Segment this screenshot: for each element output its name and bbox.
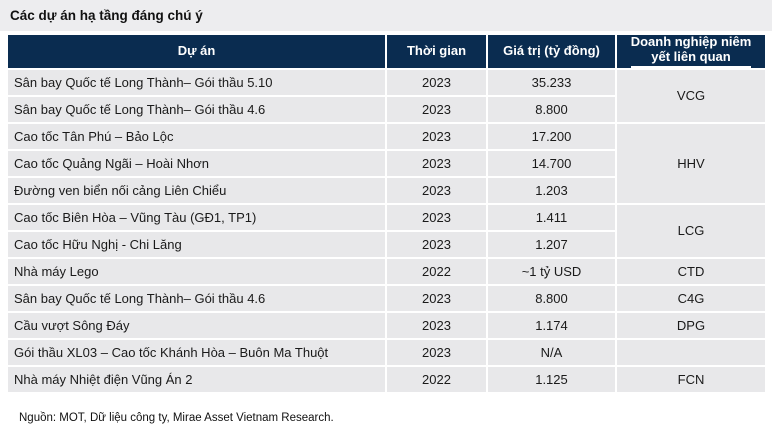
table-row: Gói thầu XL03 – Cao tốc Khánh Hòa – Buôn… bbox=[8, 339, 765, 365]
value-cell: 1.203 bbox=[488, 177, 615, 203]
project-cell: Nhà máy Nhiệt điện Vũng Án 2 bbox=[8, 366, 385, 392]
value-cell: 1.174 bbox=[488, 312, 615, 338]
project-cell: Nhà máy Lego bbox=[8, 258, 385, 284]
value-cell: 1.411 bbox=[488, 204, 615, 230]
table-row: Nhà máy Lego 2022 ~1 tỷ USD CTD bbox=[8, 258, 765, 284]
table-header-row: Dự án Thời gian Giá trị (tỷ đồng) Doanh … bbox=[8, 35, 765, 68]
table-row: Cao tốc Biên Hòa – Vũng Tàu (GĐ1, TP1) 2… bbox=[8, 204, 765, 257]
header-value: Giá trị (tỷ đồng) bbox=[488, 35, 615, 68]
ticker-cell-empty bbox=[617, 339, 765, 365]
year-cell: 2023 bbox=[387, 123, 486, 149]
ticker-cell: DPG bbox=[617, 312, 765, 338]
project-cell: Sân bay Quốc tế Long Thành– Gói thầu 4.6 bbox=[8, 285, 385, 311]
value-cell: ~1 tỷ USD bbox=[488, 258, 615, 284]
header-company: Doanh nghiệp niêm yết liên quan bbox=[617, 35, 765, 68]
project-cell: Sân bay Quốc tế Long Thành– Gói thầu 5.1… bbox=[8, 69, 385, 95]
value-cell: 17.200 bbox=[488, 123, 615, 149]
title-strip: Các dự án hạ tầng đáng chú ý bbox=[0, 0, 772, 31]
year-cell: 2023 bbox=[387, 339, 486, 365]
value-cell: 1.125 bbox=[488, 366, 615, 392]
table-row: Cao tốc Tân Phú – Bảo Lộc 2023 17.200 HH… bbox=[8, 123, 765, 203]
year-cell: 2023 bbox=[387, 204, 486, 230]
value-cell: 14.700 bbox=[488, 150, 615, 176]
year-cell: 2023 bbox=[387, 150, 486, 176]
project-cell: Cao tốc Hữu Nghị - Chi Lăng bbox=[8, 231, 385, 257]
project-cell: Cầu vượt Sông Đáy bbox=[8, 312, 385, 338]
year-cell: 2023 bbox=[387, 231, 486, 257]
ticker-cell: LCG bbox=[617, 204, 765, 257]
table-row: Cao tốc Quảng Ngãi – Hoài Nhơn 2023 14.7… bbox=[8, 150, 765, 176]
table-row: Đường ven biển nối cảng Liên Chiểu 2023 … bbox=[8, 177, 765, 203]
project-cell: Đường ven biển nối cảng Liên Chiểu bbox=[8, 177, 385, 203]
header-project: Dự án bbox=[8, 35, 385, 68]
table-row: Nhà máy Nhiệt điện Vũng Án 2 2022 1.125 … bbox=[8, 366, 765, 392]
project-cell: Sân bay Quốc tế Long Thành– Gói thầu 4.6 bbox=[8, 96, 385, 122]
header-company-line1: Doanh nghiệp niêm bbox=[630, 35, 752, 49]
header-company-line2: yết liên quan bbox=[651, 48, 731, 64]
value-cell: N/A bbox=[488, 339, 615, 365]
value-cell: 8.800 bbox=[488, 96, 615, 122]
year-cell: 2022 bbox=[387, 258, 486, 284]
infrastructure-projects-table: Dự án Thời gian Giá trị (tỷ đồng) Doanh … bbox=[6, 33, 767, 394]
project-cell: Cao tốc Tân Phú – Bảo Lộc bbox=[8, 123, 385, 149]
table-row: Cầu vượt Sông Đáy 2023 1.174 DPG bbox=[8, 312, 765, 338]
table-row: Sân bay Quốc tế Long Thành– Gói thầu 5.1… bbox=[8, 69, 765, 122]
year-cell: 2023 bbox=[387, 177, 486, 203]
ticker-cell: FCN bbox=[617, 366, 765, 392]
year-cell: 2023 bbox=[387, 96, 486, 122]
ticker-cell: HHV bbox=[617, 123, 765, 203]
table-row: Sân bay Quốc tế Long Thành– Gói thầu 4.6… bbox=[8, 96, 765, 122]
value-cell: 8.800 bbox=[488, 285, 615, 311]
table-row: Sân bay Quốc tế Long Thành– Gói thầu 4.6… bbox=[8, 285, 765, 311]
page-title: Các dự án hạ tầng đáng chú ý bbox=[10, 8, 203, 23]
year-cell: 2023 bbox=[387, 285, 486, 311]
source-note: Nguồn: MOT, Dữ liệu công ty, Mirae Asset… bbox=[19, 412, 334, 424]
project-cell: Cao tốc Quảng Ngãi – Hoài Nhơn bbox=[8, 150, 385, 176]
ticker-cell: CTD bbox=[617, 258, 765, 284]
header-time: Thời gian bbox=[387, 35, 486, 68]
table-row: Cao tốc Hữu Nghị - Chi Lăng 2023 1.207 bbox=[8, 231, 765, 257]
ticker-cell: VCG bbox=[617, 69, 765, 122]
value-cell: 35.233 bbox=[488, 69, 615, 95]
project-cell: Cao tốc Biên Hòa – Vũng Tàu (GĐ1, TP1) bbox=[8, 204, 385, 230]
year-cell: 2023 bbox=[387, 312, 486, 338]
value-cell: 1.207 bbox=[488, 231, 615, 257]
year-cell: 2023 bbox=[387, 69, 486, 95]
project-cell: Gói thầu XL03 – Cao tốc Khánh Hòa – Buôn… bbox=[8, 339, 385, 365]
year-cell: 2022 bbox=[387, 366, 486, 392]
ticker-cell: C4G bbox=[617, 285, 765, 311]
